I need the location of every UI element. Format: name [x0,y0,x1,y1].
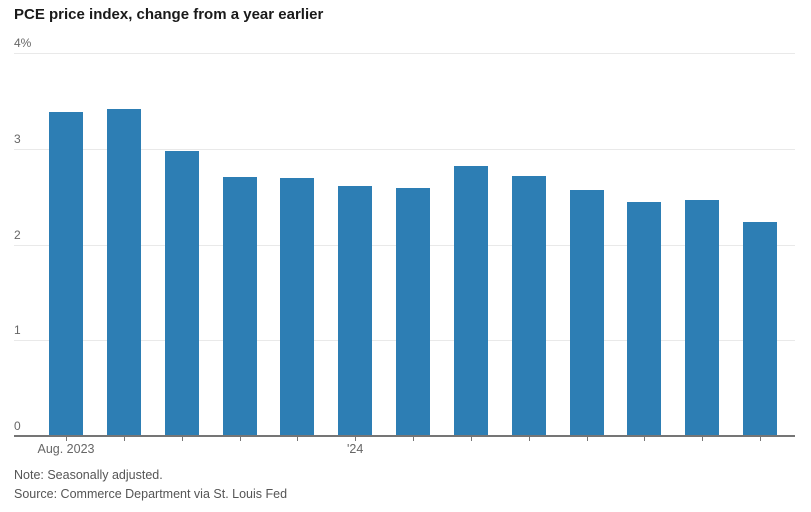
x-tick [760,437,761,441]
x-tick [702,437,704,441]
note-text: Note: Seasonally adjusted. [14,468,163,482]
bar [453,165,488,436]
x-axis-label: Aug. 2023 [37,442,95,456]
x-tick [181,437,183,441]
x-tick [644,437,646,441]
bar [627,202,662,436]
x-tick [470,437,472,441]
y-axis-label: 2 [14,227,21,242]
x-tick [239,437,241,441]
y-axis-label: 4% [14,36,32,50]
x-tick [297,437,299,441]
bar [511,175,546,436]
bar [338,186,373,436]
chart-title: PCE price index, change from a year earl… [14,6,324,23]
x-tick [528,437,530,441]
bar [106,109,141,436]
x-tick [586,437,588,441]
bar [685,200,720,436]
x-tick [123,437,125,441]
x-tick [66,437,67,441]
bar [569,189,604,436]
x-axis-label: '24 [347,442,364,456]
bar [396,188,430,436]
y-axis-label: 3 [14,131,21,146]
bar [49,112,83,436]
y-axis-label: 1 [14,323,21,338]
plot-area: 0 1 2 3 4% Aug. 2023 '24 [14,36,795,456]
x-tick [413,437,414,441]
chart-footer: Note: Seasonally adjusted. Source: Comme… [14,466,287,504]
x-axis-line [14,435,795,437]
y-axis-label: 0 [14,419,21,433]
bar [743,222,777,436]
gridline [14,53,795,54]
bar [280,178,315,436]
x-tick [355,437,357,441]
bar [164,150,199,436]
gridline [14,148,795,150]
bar [222,177,257,436]
source-text: Source: Commerce Department via St. Loui… [14,487,288,501]
